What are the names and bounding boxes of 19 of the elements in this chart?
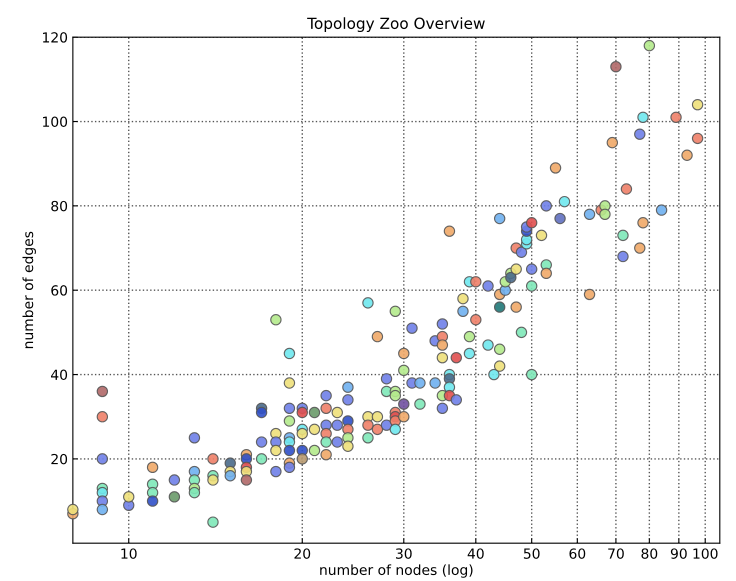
- x-tick-label: 60: [569, 548, 586, 559]
- chart-title: Topology Zoo Overview: [307, 17, 485, 32]
- x-tick-label: 100: [693, 548, 718, 559]
- x-tick-label: 70: [608, 548, 624, 559]
- x-tick-label: 50: [524, 548, 540, 559]
- x-tick-label: 30: [396, 548, 412, 559]
- x-tick-label: 40: [468, 548, 484, 559]
- y-tick-label: 40: [51, 370, 68, 380]
- x-tick-label: 80: [641, 548, 658, 559]
- y-tick-label: 20: [51, 454, 68, 464]
- y-tick-label: 100: [43, 116, 68, 127]
- x-tick-label: 90: [670, 548, 687, 559]
- x-tick-label: 20: [294, 548, 310, 559]
- y-tick-label: 80: [51, 200, 68, 212]
- x-tick-label: 10: [121, 548, 137, 559]
- y-axis-title: number of edges: [22, 232, 36, 348]
- x-axis-title: number of nodes (log): [320, 564, 473, 578]
- y-tick-label: 120: [43, 32, 68, 43]
- y-tick-label: 60: [51, 285, 68, 296]
